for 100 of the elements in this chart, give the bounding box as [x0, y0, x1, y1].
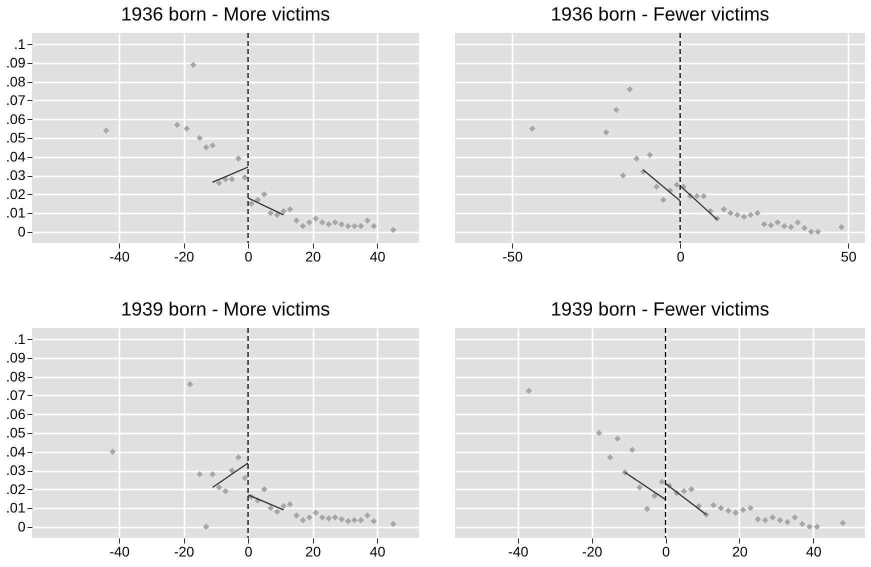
point — [228, 467, 236, 474]
point — [781, 222, 788, 230]
point — [674, 182, 680, 188]
point — [694, 192, 700, 200]
point — [788, 224, 794, 230]
point — [196, 471, 203, 478]
y-tick-label: .01 — [6, 204, 26, 220]
point — [344, 518, 352, 524]
point — [338, 516, 345, 522]
point — [326, 221, 332, 228]
point — [620, 172, 626, 179]
point — [370, 518, 378, 524]
point — [216, 484, 222, 491]
point — [280, 208, 287, 214]
point — [646, 152, 654, 158]
x-tick-label: 20 — [305, 544, 322, 560]
point — [196, 134, 203, 142]
point — [202, 524, 210, 530]
point — [653, 184, 660, 190]
point — [300, 222, 306, 230]
point — [209, 471, 216, 478]
point — [636, 484, 643, 491]
x-tick-label: -50 — [502, 248, 523, 264]
point — [762, 517, 768, 524]
point — [286, 206, 294, 212]
point — [222, 488, 229, 494]
point — [209, 142, 216, 149]
y-tick-label: 0 — [18, 518, 26, 534]
x-tick-label: 0 — [244, 544, 253, 560]
y-tick-label: 0 — [18, 223, 26, 240]
point — [319, 514, 326, 521]
y-tick-label: .04 — [6, 443, 26, 460]
y-tick-label: .02 — [6, 186, 26, 202]
point — [312, 215, 319, 222]
point — [660, 196, 667, 204]
point — [840, 520, 846, 526]
chart-title: 1939 born - Fewer victims — [550, 299, 770, 320]
point — [174, 122, 180, 128]
point — [332, 514, 338, 521]
point — [651, 492, 658, 499]
point — [529, 125, 536, 132]
point — [814, 524, 820, 530]
point — [754, 210, 761, 216]
point — [370, 222, 378, 230]
x-tick-label: -40 — [109, 544, 130, 560]
y-tick-label: .05 — [6, 130, 26, 146]
point — [633, 155, 640, 162]
y-tick-label: .07 — [6, 387, 26, 403]
point — [710, 502, 717, 508]
point — [274, 508, 280, 515]
point — [242, 474, 248, 482]
point — [254, 196, 261, 204]
point — [293, 512, 300, 519]
point — [792, 514, 798, 521]
point — [351, 222, 358, 230]
point — [235, 155, 242, 162]
point — [680, 488, 688, 494]
point — [267, 210, 274, 216]
point — [216, 180, 222, 186]
x-tick-label: 50 — [840, 248, 857, 264]
point — [280, 502, 287, 510]
y-tick-label: .08 — [6, 368, 26, 384]
point — [626, 86, 633, 92]
point — [801, 224, 808, 232]
point — [306, 514, 313, 521]
point — [109, 448, 116, 455]
y-tick-label: .09 — [6, 54, 26, 70]
point — [364, 512, 371, 519]
point — [103, 127, 110, 134]
x-tick-label: -40 — [508, 544, 529, 560]
point — [300, 517, 306, 524]
y-tick-label: .05 — [6, 424, 26, 440]
point — [228, 176, 236, 182]
point — [319, 219, 326, 226]
point — [248, 200, 254, 207]
point — [814, 228, 822, 235]
point — [603, 129, 610, 136]
point — [358, 222, 364, 230]
point — [799, 520, 806, 528]
point — [761, 221, 768, 228]
x-tick-label: 40 — [806, 544, 822, 560]
y-tick-label: .03 — [6, 462, 26, 478]
y-tick-label: .07 — [6, 92, 26, 108]
point — [526, 388, 532, 394]
chart-title: 1936 born - Fewer victims — [550, 4, 770, 26]
point — [776, 517, 784, 524]
point — [390, 226, 396, 234]
point — [629, 446, 636, 454]
point — [312, 510, 319, 516]
point — [688, 486, 695, 492]
chart-title: 1936 born - More victims — [120, 4, 330, 26]
x-tick-label: 40 — [370, 544, 386, 560]
point — [606, 454, 614, 461]
point — [286, 501, 294, 508]
point — [720, 206, 728, 212]
point — [364, 217, 371, 224]
point — [806, 524, 813, 530]
x-tick-label: 0 — [676, 248, 685, 264]
point — [242, 174, 248, 181]
point — [235, 454, 242, 461]
